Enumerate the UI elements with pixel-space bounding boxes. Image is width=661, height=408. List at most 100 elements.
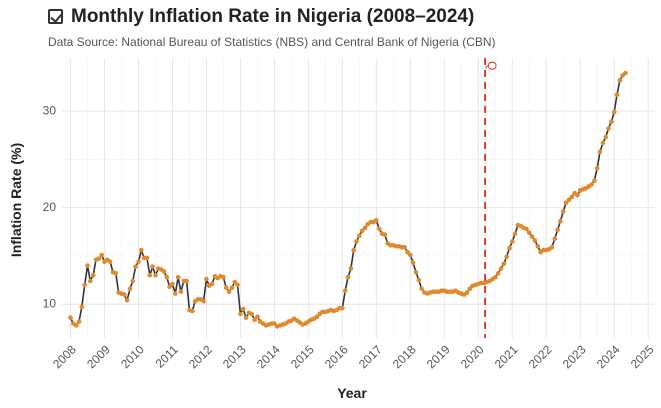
x-tick-label: 2024: [594, 342, 623, 371]
data-point: [229, 285, 235, 291]
data-point: [88, 278, 93, 284]
data-point: [76, 319, 82, 324]
data-point: [504, 254, 509, 260]
data-point: [529, 234, 535, 239]
data-point: [272, 321, 277, 326]
data-point: [617, 77, 623, 83]
data-point: [184, 278, 189, 284]
data-point: [238, 311, 243, 317]
x-tick-label: 2020: [458, 342, 487, 371]
data-point: [153, 272, 158, 278]
x-tick-label: 2011: [153, 342, 181, 370]
x-tick-label: 2021: [492, 342, 521, 371]
data-point: [606, 126, 611, 131]
data-point: [170, 281, 175, 287]
data-point: [510, 239, 515, 244]
data-point: [549, 244, 555, 250]
x-axis-label: Year: [337, 385, 367, 401]
data-point: [124, 298, 130, 303]
data-point: [107, 259, 113, 265]
data-point: [603, 134, 608, 140]
data-point: [402, 244, 407, 250]
x-tick-label: 2008: [50, 342, 79, 371]
data-point: [342, 288, 348, 294]
data-point: [221, 274, 226, 280]
data-point: [351, 247, 357, 253]
data-point: [408, 252, 413, 258]
data-point: [609, 119, 614, 124]
data-point: [147, 272, 153, 278]
data-point: [560, 209, 566, 214]
x-tick-label: 2009: [84, 342, 113, 371]
data-point: [464, 290, 470, 295]
data-point: [122, 292, 127, 297]
data-point: [498, 266, 504, 271]
x-tick-label: 2012: [186, 342, 215, 371]
data-point: [150, 264, 155, 269]
reference-annotation: Q: [485, 61, 499, 70]
x-axis-ticks: 2008 2009 2010 2011 2012 2013 2014 2015 2016 2017…: [50, 342, 657, 371]
major-grid: [62, 58, 655, 338]
chart-title: Monthly Inflation Rate in Nigeria (2008–…: [48, 6, 474, 28]
data-point: [85, 263, 90, 268]
data-point: [82, 282, 87, 288]
x-tick-label: 2022: [526, 342, 555, 371]
data-point: [354, 239, 359, 244]
y-tick-label: 20: [43, 200, 57, 214]
chart-subtitle: Data Source: National Bureau of Statisti…: [48, 35, 496, 49]
data-point: [243, 315, 249, 321]
data-point: [226, 289, 232, 295]
data-point: [416, 277, 422, 283]
data-point: [232, 279, 237, 285]
data-point: [594, 165, 600, 171]
data-point: [99, 252, 104, 258]
data-point: [552, 236, 558, 241]
data-point: [144, 255, 150, 261]
data-point: [340, 305, 345, 311]
data-point: [127, 286, 133, 292]
data-point: [611, 109, 617, 115]
data-point: [419, 286, 424, 292]
x-tick-label: 2023: [560, 342, 589, 371]
data-point: [79, 304, 85, 310]
data-point: [314, 314, 320, 320]
data-point: [597, 149, 603, 154]
data-point: [623, 70, 628, 76]
data-point: [592, 178, 597, 183]
x-tick-label: 2015: [288, 342, 317, 371]
y-axis-ticks: 10 20 30: [43, 103, 57, 310]
data-point: [113, 271, 119, 276]
y-axis-label: Inflation Rate (%): [8, 143, 24, 257]
data-point: [359, 228, 365, 234]
x-tick-label: 2017: [356, 342, 385, 371]
data-point: [201, 299, 206, 304]
data-point: [204, 276, 209, 282]
data-point: [575, 192, 580, 198]
data-point: [235, 282, 240, 288]
data-point: [252, 317, 257, 323]
data-point: [178, 289, 184, 295]
data-point: [173, 291, 178, 296]
x-tick-label: 2019: [424, 342, 453, 371]
x-tick-label: 2016: [322, 342, 351, 371]
x-tick-label: 2013: [220, 342, 249, 371]
data-point: [139, 247, 144, 253]
checkbox-icon: [48, 9, 63, 24]
data-point: [569, 194, 574, 200]
data-point: [357, 233, 362, 238]
chart-title-text: Monthly Inflation Rate in Nigeria (2008–…: [71, 6, 475, 27]
data-point: [524, 226, 529, 232]
data-point: [495, 271, 501, 276]
data-point: [558, 218, 563, 224]
data-point: [240, 306, 246, 312]
data-point: [167, 284, 172, 290]
data-point: [348, 266, 354, 271]
data-point: [600, 140, 606, 146]
data-point: [532, 238, 538, 243]
data-point: [413, 270, 419, 275]
data-point: [133, 264, 138, 269]
data-point: [566, 197, 572, 203]
data-point: [614, 92, 620, 97]
reference-line-group: Q: [484, 58, 499, 338]
data-point: [507, 245, 512, 251]
